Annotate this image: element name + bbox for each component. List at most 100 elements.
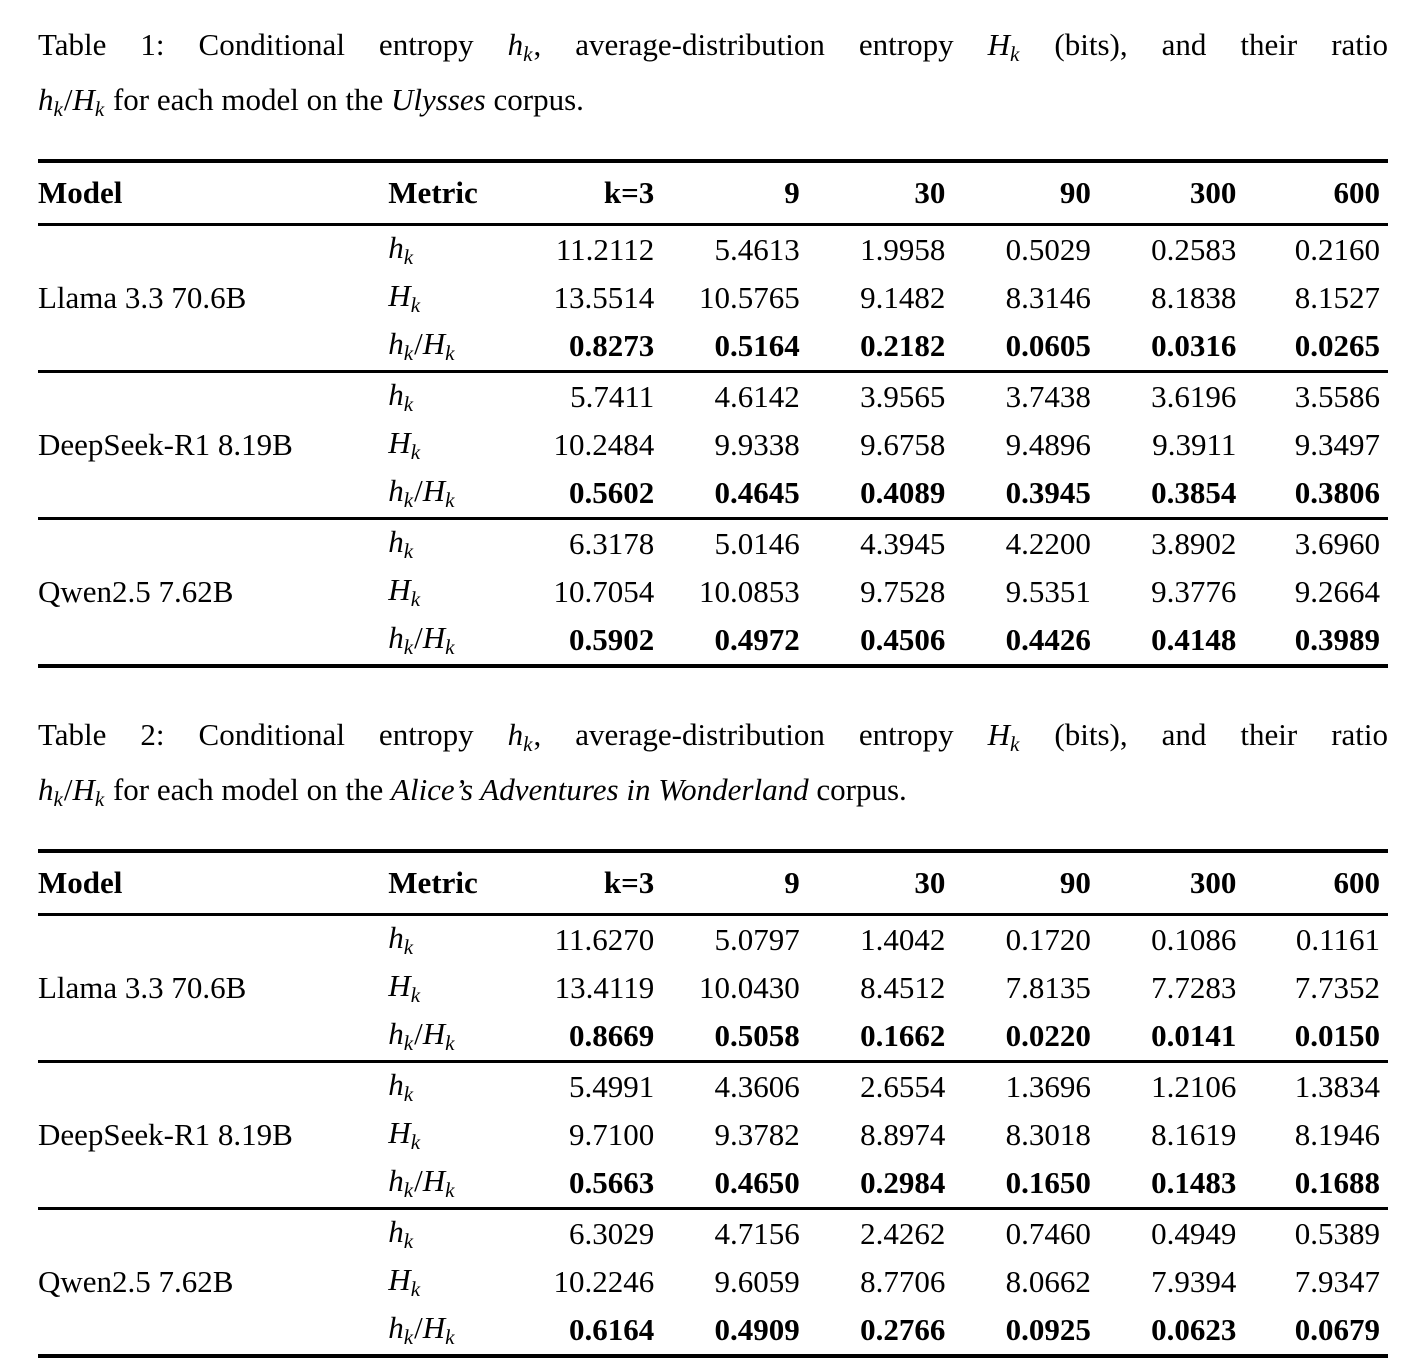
metric-math-symbol: H [388, 967, 411, 1003]
value-cell: 0.1662 [860, 1017, 946, 1053]
value-cell: 0.3945 [1005, 474, 1091, 510]
metric-subscript: k [410, 586, 421, 611]
value-cell: 0.0605 [1005, 327, 1091, 363]
metric-subscript: k [403, 340, 414, 365]
column-header-k: 600 [1333, 174, 1381, 210]
table-row: hk/Hk 0.8273 0.5164 0.2182 0.0605 0.0316 0.026… [38, 322, 1388, 372]
caption-text: / [63, 771, 73, 807]
model-name: DeepSeek-R1 8.19B [38, 1116, 293, 1152]
caption-math-symbol: H [987, 716, 1011, 752]
value-cell: 0.4148 [1151, 621, 1237, 657]
value-cell: 8.1838 [1151, 279, 1237, 315]
caption-math-symbol: h [38, 81, 54, 117]
value-cell: 13.5514 [553, 279, 655, 315]
table-2-caption: Table 2: Conditional entropy hk, average… [38, 712, 1388, 822]
value-cell: 9.3911 [1152, 426, 1237, 462]
value-cell: 3.6196 [1151, 378, 1237, 414]
metric-math-symbol: H [422, 472, 446, 508]
metric-math-symbol: h [388, 1213, 404, 1249]
model-block: Qwen2.5 7.62B hk 6.3178 5.0146 4.3945 4.2200 3… [38, 518, 1388, 666]
column-header-k: 90 [1059, 174, 1091, 210]
column-header-k: 300 [1189, 864, 1237, 900]
value-cell: 0.4972 [714, 621, 800, 657]
value-cell: 8.7706 [860, 1263, 946, 1299]
value-cell: 9.9338 [714, 426, 800, 462]
table-row: Llama 3.3 70.6B hk 11.6270 5.0797 1.4042 0.17… [38, 914, 1388, 1005]
metric-math-symbol: h [388, 325, 404, 361]
value-cell: 10.0853 [699, 573, 800, 609]
value-cell: 10.7054 [553, 573, 655, 609]
caption-italic-text: Ulysses [391, 81, 486, 117]
table-row: DeepSeek-R1 8.19B hk 5.7411 4.6142 3.9565 3.7… [38, 371, 1388, 462]
value-cell: 0.1161 [1295, 921, 1380, 957]
model-name: DeepSeek-R1 8.19B [38, 426, 293, 462]
value-cell: 0.5029 [1005, 231, 1091, 267]
metric-label: hk [388, 518, 508, 568]
table-row: DeepSeek-R1 8.19B hk 5.4991 4.3606 2.6554 1.3… [38, 1061, 1388, 1152]
value-cell: 3.9565 [860, 378, 946, 414]
metric-label: hk/Hk [388, 1306, 508, 1356]
value-cell: 0.8273 [569, 327, 655, 363]
metric-math-symbol: H [388, 1114, 411, 1150]
column-header-k: 9 [784, 864, 800, 900]
table-row: Hk 9.7100 9.3782 8.8974 8.3018 8.1619 8.1946 [38, 1111, 1388, 1159]
table-row: hk/Hk 0.5663 0.4650 0.2984 0.1650 0.1483 0.168… [38, 1159, 1388, 1209]
caption-text: , average-distribution entropy [533, 716, 988, 752]
value-cell: 5.4991 [569, 1068, 655, 1104]
header-row: Model Metric k=3 9 30 90 300 600 [38, 161, 1388, 225]
column-header-k: k=3 [603, 174, 655, 210]
value-cell: 7.8135 [1005, 969, 1091, 1005]
value-cell: 0.1483 [1151, 1164, 1237, 1200]
value-cell: 4.3945 [860, 525, 946, 561]
value-cell: 0.0150 [1294, 1017, 1380, 1053]
column-header-k: k=3 [603, 864, 655, 900]
value-cell: 0.0141 [1151, 1017, 1237, 1053]
value-cell: 8.3018 [1005, 1116, 1091, 1152]
table-1-caption-line-1: Table 1: Conditional entropy hk, average… [38, 22, 1388, 77]
model-block: Llama 3.3 70.6B hk 11.6270 5.0797 1.4042 0.17… [38, 914, 1388, 1061]
column-header-metric: Metric [388, 864, 478, 900]
metric-subscript: k [403, 244, 414, 269]
value-cell: 0.0925 [1005, 1311, 1091, 1347]
metric-math-symbol: h [388, 619, 404, 655]
table-row: Hk 10.2246 9.6059 8.7706 8.0662 7.9394 7.9347 [38, 1258, 1388, 1306]
value-cell: 10.2484 [553, 426, 655, 462]
caption-subscript: k [523, 41, 533, 66]
table-2: Model Metric k=3 9 30 90 300 600 Llama 3.3 70.6B… [38, 848, 1388, 1358]
metric-subscript: k [403, 1228, 414, 1253]
metric-subscript: k [403, 391, 414, 416]
model-block: Llama 3.3 70.6B hk 11.2112 5.4613 1.9958 0.50… [38, 224, 1388, 371]
value-cell: 0.2160 [1294, 231, 1380, 267]
value-cell: 3.8902 [1151, 525, 1237, 561]
column-header-k: 90 [1059, 864, 1091, 900]
table-row: hk/Hk 0.5902 0.4972 0.4506 0.4426 0.4148 0.398… [38, 616, 1388, 666]
value-cell: 0.5389 [1294, 1215, 1380, 1251]
value-cell: 10.0430 [699, 969, 800, 1005]
caption-math-symbol: h [507, 716, 524, 752]
value-cell: 0.8669 [569, 1017, 655, 1053]
table-1-caption: Table 1: Conditional entropy hk, average… [38, 22, 1388, 132]
header-row: Model Metric k=3 9 30 90 300 600 [38, 851, 1388, 915]
metric-subscript: k [410, 292, 421, 317]
value-cell: 4.6142 [714, 378, 800, 414]
value-cell: 7.9394 [1151, 1263, 1237, 1299]
metric-label: hk [388, 1061, 508, 1111]
model-block: Qwen2.5 7.62B hk 6.3029 4.7156 2.4262 0.7460 0… [38, 1208, 1388, 1356]
table-row: Qwen2.5 7.62B hk 6.3029 4.7156 2.4262 0.7460 0… [38, 1208, 1388, 1299]
column-header-k: 9 [784, 174, 800, 210]
value-cell: 6.3178 [569, 525, 655, 561]
value-cell: 8.4512 [860, 969, 946, 1005]
caption-text: corpus. [808, 771, 907, 807]
metric-subscript: k [403, 1324, 414, 1349]
metric-subscript: k [445, 1177, 455, 1202]
value-cell: 0.1086 [1151, 921, 1237, 957]
column-header-model: Model [38, 864, 123, 900]
caption-text: , average-distribution entropy [533, 27, 988, 62]
value-cell: 10.2246 [553, 1263, 655, 1299]
metric-subscript: k [410, 1129, 421, 1154]
model-block: DeepSeek-R1 8.19B hk 5.7411 4.6142 3.9565 3.7… [38, 371, 1388, 518]
value-cell: 0.6164 [569, 1311, 655, 1347]
metric-math-symbol: H [388, 1261, 411, 1297]
metric-label: hk/Hk [388, 322, 508, 372]
